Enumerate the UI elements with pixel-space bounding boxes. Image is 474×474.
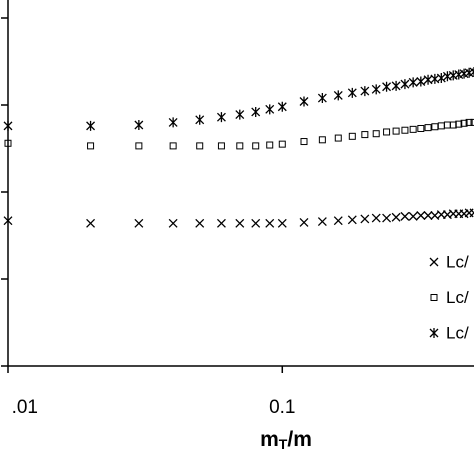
x-tick-label: .01 xyxy=(12,397,38,418)
data-point xyxy=(277,218,287,228)
data-point xyxy=(236,142,244,150)
data-point xyxy=(401,126,409,134)
data-point xyxy=(423,211,433,220)
data-point xyxy=(168,218,178,228)
data-point xyxy=(391,212,401,222)
data-point xyxy=(360,214,370,224)
data-point xyxy=(436,73,446,84)
data-point xyxy=(317,217,327,227)
data-point xyxy=(266,141,274,149)
data-point xyxy=(383,128,391,136)
data-point xyxy=(455,120,463,128)
data-point xyxy=(252,142,260,150)
data-point xyxy=(216,112,226,123)
data-point xyxy=(251,218,261,228)
data-point xyxy=(86,218,96,228)
data-point xyxy=(391,80,401,91)
data-point xyxy=(299,217,309,227)
legend-label: Lc/ xyxy=(446,252,469,271)
data-point xyxy=(408,77,418,88)
data-point xyxy=(423,74,433,85)
data-point xyxy=(195,218,205,228)
data-point xyxy=(382,81,392,92)
data-point xyxy=(169,142,177,150)
data-point xyxy=(430,73,440,84)
x-axis-title-part: m xyxy=(260,428,279,451)
data-point xyxy=(235,109,245,120)
data-point xyxy=(408,211,418,221)
data-point xyxy=(460,119,468,127)
data-point xyxy=(372,130,380,138)
data-point xyxy=(409,125,417,133)
data-point xyxy=(135,142,143,150)
data-point xyxy=(361,131,369,139)
data-point xyxy=(431,123,439,131)
data-point xyxy=(278,140,286,148)
data-point xyxy=(134,218,144,228)
data-point xyxy=(134,120,144,131)
data-point xyxy=(318,136,326,144)
data-point xyxy=(443,121,451,129)
data-point xyxy=(469,208,474,218)
data-point xyxy=(437,122,445,130)
data-point xyxy=(265,218,275,228)
data-point xyxy=(347,215,357,225)
data-point xyxy=(400,211,410,221)
data-point xyxy=(299,96,309,107)
data-point xyxy=(3,216,13,226)
legend-marker xyxy=(429,328,439,338)
data-point xyxy=(392,127,400,135)
data-point xyxy=(4,139,12,147)
x-tick-label: 0.1 xyxy=(269,397,295,418)
data-point xyxy=(334,134,342,142)
data-point xyxy=(417,124,425,132)
data-point xyxy=(3,120,13,131)
data-point xyxy=(251,106,261,117)
data-point xyxy=(347,87,357,98)
data-point xyxy=(277,101,287,112)
legend-label: Lc/ xyxy=(446,288,469,307)
x-axis-title: mT/m xyxy=(260,428,312,452)
data-point xyxy=(371,84,381,95)
data-point xyxy=(400,79,410,90)
legend-marker xyxy=(430,294,438,301)
x-axis-title-part: /m xyxy=(287,428,312,451)
data-point xyxy=(265,104,275,115)
data-point xyxy=(196,142,204,150)
data-point xyxy=(371,213,381,223)
data-point xyxy=(86,120,96,131)
x-axis-title-sub: T xyxy=(279,436,288,452)
data-point xyxy=(424,124,432,132)
data-point xyxy=(360,86,370,97)
data-point xyxy=(217,142,225,150)
data-point xyxy=(235,218,245,228)
legend-marker xyxy=(429,257,439,267)
data-point xyxy=(470,118,474,126)
data-point xyxy=(317,93,327,104)
data-point xyxy=(333,90,343,101)
data-point xyxy=(195,114,205,125)
data-point xyxy=(168,117,178,128)
data-point xyxy=(416,76,426,87)
data-point xyxy=(348,132,356,140)
data-point xyxy=(216,218,226,228)
data-point xyxy=(382,213,392,223)
data-point xyxy=(300,138,308,146)
data-point xyxy=(465,118,473,126)
data-point xyxy=(416,211,426,220)
data-point xyxy=(333,216,343,226)
legend-label: Lc/ xyxy=(446,323,469,342)
data-point xyxy=(87,142,95,150)
data-point xyxy=(469,66,474,77)
